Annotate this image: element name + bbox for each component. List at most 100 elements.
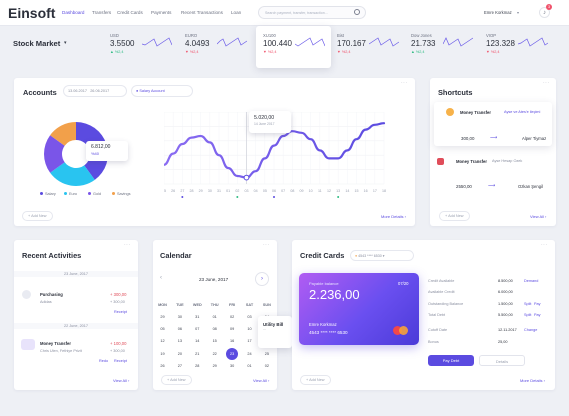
card-info-link-split[interactable]: Split: [524, 312, 532, 317]
calendar-day[interactable]: 07: [195, 327, 200, 332]
redo-link[interactable]: Redo: [99, 359, 109, 363]
card-info-link-demand[interactable]: Demand: [524, 279, 539, 283]
search-input[interactable]: Search payment, transfer, transaction...: [258, 6, 366, 19]
sparkline-path: [295, 37, 325, 47]
account-select[interactable]: ● Salary Account: [131, 85, 193, 97]
calendar-day[interactable]: 12: [160, 339, 165, 344]
calendar-day[interactable]: 02: [229, 315, 235, 319]
nav-credit-cards[interactable]: Credit Cards: [117, 10, 143, 15]
event-dot[interactable]: [181, 196, 184, 198]
calendar-day[interactable]: 02: [264, 363, 269, 368]
ticker-dow-jones[interactable]: Dow Jones 21.733 ▲ %2,4: [411, 33, 473, 65]
ticker-viop[interactable]: VIOP 123.328 ▼ %2,4: [486, 33, 548, 65]
calendar-day[interactable]: 09: [229, 327, 235, 332]
calendar-day[interactable]: 20: [177, 351, 182, 356]
stock-market-title[interactable]: Stock Market: [13, 39, 61, 48]
event-dot[interactable]: [273, 196, 275, 198]
add-new-button[interactable]: + Add New: [22, 211, 53, 221]
calendar-day[interactable]: 27: [177, 363, 182, 368]
add-new-button[interactable]: + Add New: [300, 375, 331, 385]
calendar-day[interactable]: 01: [247, 363, 252, 368]
calendar-day[interactable]: 24: [247, 351, 252, 356]
pay-debt-button[interactable]: Pay Debt: [428, 355, 474, 366]
calendar-day[interactable]: 29: [160, 315, 165, 319]
calendar-day[interactable]: 01: [212, 315, 217, 319]
pie-slice-savings[interactable]: [50, 122, 76, 146]
add-new-button[interactable]: + Add New: [439, 211, 470, 221]
card-info-link-pay[interactable]: Pay: [534, 312, 541, 317]
calendar-day[interactable]: 03: [247, 315, 252, 319]
more-options-icon[interactable]: ···: [541, 242, 548, 248]
activity-amount: + 300,00: [110, 292, 127, 297]
ticker-xu100[interactable]: XU100 100.440 ▼ %2,4: [263, 33, 325, 65]
chevron-down-icon[interactable]: ▾: [517, 10, 520, 15]
ticker-euro[interactable]: EURO 4.0493 ▼ %2,4: [185, 33, 247, 65]
receipt-link[interactable]: Receipt: [114, 310, 127, 314]
nav-transfers[interactable]: Transfers: [92, 10, 112, 15]
event-dot[interactable]: [236, 196, 239, 198]
chevron-right-icon[interactable]: ›: [255, 272, 269, 286]
calendar-day[interactable]: 14: [195, 339, 200, 344]
calendar-day[interactable]: 21: [195, 351, 200, 356]
calendar-day[interactable]: 05: [160, 327, 165, 332]
chevron-down-icon[interactable]: ▾: [64, 40, 67, 46]
calendar-day[interactable]: 17: [247, 339, 252, 344]
x-tick-label: 27: [180, 189, 184, 193]
nav-dashboard[interactable]: Dashboard: [62, 10, 85, 15]
calendar-day[interactable]: 08: [212, 327, 217, 332]
more-options-icon[interactable]: ···: [401, 80, 408, 86]
more-options-icon[interactable]: ···: [124, 242, 131, 248]
shortcut-item[interactable]: [434, 102, 552, 146]
view-all-link[interactable]: View All ›: [253, 378, 270, 383]
calendar-day[interactable]: 10: [247, 327, 252, 332]
calendar-day[interactable]: 30: [229, 363, 235, 368]
shortcut-amount: 2550,00: [456, 184, 472, 189]
more-options-icon[interactable]: ···: [263, 242, 270, 248]
nav-loan[interactable]: Loan: [231, 10, 242, 15]
chevron-left-icon[interactable]: ‹: [160, 275, 162, 281]
card-info-link-split[interactable]: Split: [524, 301, 532, 306]
calendar-day[interactable]: 16: [229, 339, 235, 344]
calendar-day[interactable]: 26: [160, 363, 165, 368]
bell-icon[interactable]: ♪: [539, 7, 550, 18]
calendar-day[interactable]: 06: [177, 327, 182, 332]
weekday-label: WED: [192, 303, 202, 307]
calendar-day[interactable]: 31: [195, 315, 200, 319]
shortcut-label: Money Transfer: [460, 110, 491, 115]
view-all-link[interactable]: View All ›: [113, 378, 130, 383]
user-name[interactable]: Emre Korkmaz: [484, 10, 512, 15]
calendar-day[interactable]: 13: [177, 339, 182, 344]
pie-slice-euro[interactable]: [50, 162, 95, 186]
view-all-link[interactable]: View All ›: [530, 214, 547, 219]
card-info-label: Bonus: [428, 339, 439, 344]
calendar-day[interactable]: 19: [160, 351, 165, 356]
line-point[interactable]: [243, 174, 250, 181]
calendar-day[interactable]: 30: [177, 315, 182, 319]
card-info-link-change[interactable]: Change: [524, 328, 538, 333]
search-icon[interactable]: [354, 9, 360, 15]
ticker-sparkline: [142, 37, 172, 47]
ticker-bist[interactable]: Bist 170.167 ▼ %2,4: [337, 33, 399, 65]
more-details-link[interactable]: More Details ›: [381, 214, 406, 219]
more-options-icon[interactable]: ···: [543, 80, 550, 86]
more-details-link[interactable]: More Details ›: [520, 378, 545, 383]
card-select[interactable]: ● 4543 **** 6530 ▾: [350, 250, 414, 261]
calendar-day[interactable]: 28: [195, 363, 200, 368]
details-button[interactable]: Details: [479, 355, 525, 366]
add-new-button[interactable]: + Add New: [161, 375, 192, 385]
nav-recent-transactions[interactable]: Recent Transactions: [181, 10, 223, 15]
pie-slice-gold[interactable]: [44, 135, 65, 173]
app-logo[interactable]: Einsoft: [8, 5, 56, 21]
receipt-link[interactable]: Receipt: [114, 359, 127, 363]
card-info-link-pay[interactable]: Pay: [534, 301, 541, 306]
calendar-day[interactable]: 15: [212, 339, 217, 344]
event-dot[interactable]: [337, 196, 340, 198]
calendar-day[interactable]: 23: [226, 347, 239, 360]
ticker-usd[interactable]: USD 3.5500 ▲ %2,4: [110, 33, 172, 65]
calendar-event-popup[interactable]: Utility Bill ...: [258, 316, 292, 348]
calendar-day[interactable]: 29: [212, 363, 217, 368]
calendar-day[interactable]: 25: [264, 351, 269, 356]
date-range-picker[interactable]: 13.06.2017 26.06.2017: [63, 85, 127, 97]
nav-payments[interactable]: Payments: [151, 10, 172, 15]
calendar-day[interactable]: 22: [212, 351, 217, 356]
